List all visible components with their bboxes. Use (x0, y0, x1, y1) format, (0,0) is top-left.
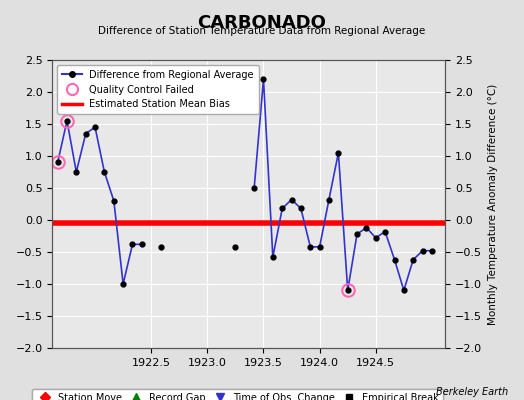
Text: Berkeley Earth: Berkeley Earth (436, 387, 508, 397)
Text: CARBONADO: CARBONADO (198, 14, 326, 32)
Text: Difference of Station Temperature Data from Regional Average: Difference of Station Temperature Data f… (99, 26, 425, 36)
Legend: Station Move, Record Gap, Time of Obs. Change, Empirical Break: Station Move, Record Gap, Time of Obs. C… (31, 389, 443, 400)
Y-axis label: Monthly Temperature Anomaly Difference (°C): Monthly Temperature Anomaly Difference (… (488, 83, 498, 325)
